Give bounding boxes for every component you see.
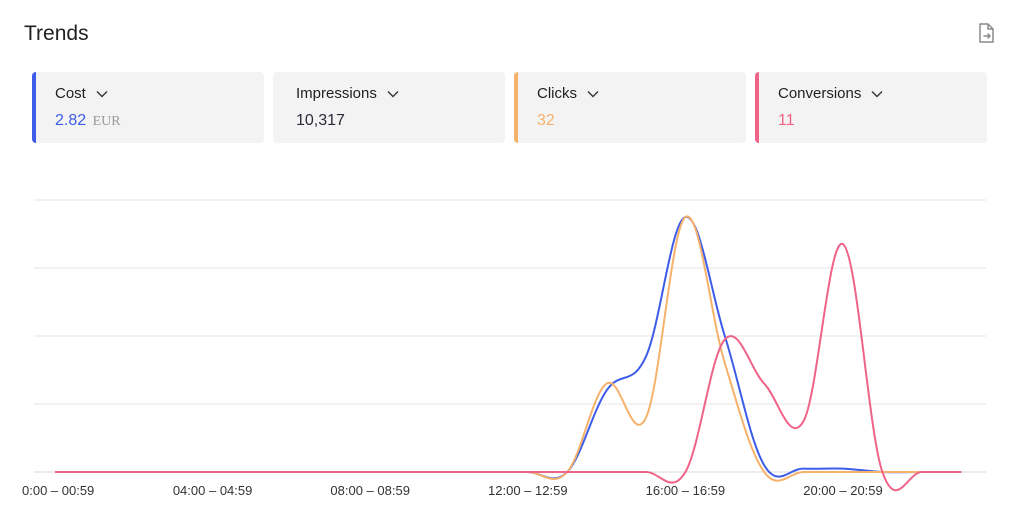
chevron-down-icon[interactable]	[871, 90, 883, 98]
metric-label: Impressions	[296, 85, 377, 102]
metric-unit: EUR	[92, 114, 121, 129]
metric-card-clicks[interactable]: Clicks 32	[514, 72, 746, 143]
x-tick-label: 12:00 – 12:59	[488, 483, 568, 498]
chevron-down-icon[interactable]	[387, 90, 399, 98]
export-file-icon[interactable]	[976, 22, 996, 44]
metric-color-stripe	[755, 72, 759, 143]
x-tick-label: 04:00 – 04:59	[173, 483, 253, 498]
metric-label: Conversions	[778, 85, 862, 102]
metric-label: Cost	[55, 85, 86, 102]
metric-value: 32	[537, 112, 555, 129]
x-tick-label: 08:00 – 08:59	[330, 483, 410, 498]
metric-card-impressions[interactable]: Impressions 10,317	[273, 72, 505, 143]
metric-label: Clicks	[537, 85, 577, 102]
metric-cards: Cost 2.82 EUR Impressions 10,317 Clicks …	[32, 72, 987, 143]
metric-value: 2.82	[55, 112, 87, 129]
page-title: Trends	[24, 22, 89, 45]
chevron-down-icon[interactable]	[96, 90, 108, 98]
series-line-conversions	[55, 243, 962, 492]
chevron-down-icon[interactable]	[587, 90, 599, 98]
series-line-cost	[55, 216, 962, 480]
metric-value: 11	[778, 112, 795, 129]
metric-card-cost[interactable]: Cost 2.82 EUR	[32, 72, 264, 143]
metric-card-conversions[interactable]: Conversions 11	[755, 72, 987, 143]
metric-color-stripe	[514, 72, 518, 143]
x-tick-label: 16:00 – 16:59	[646, 483, 726, 498]
metric-color-stripe	[32, 72, 36, 143]
x-tick-label: 0:00 – 00:59	[22, 483, 94, 498]
metric-value: 10,317	[296, 112, 345, 129]
x-tick-label: 20:00 – 20:59	[803, 483, 883, 498]
series-line-clicks	[55, 215, 962, 482]
